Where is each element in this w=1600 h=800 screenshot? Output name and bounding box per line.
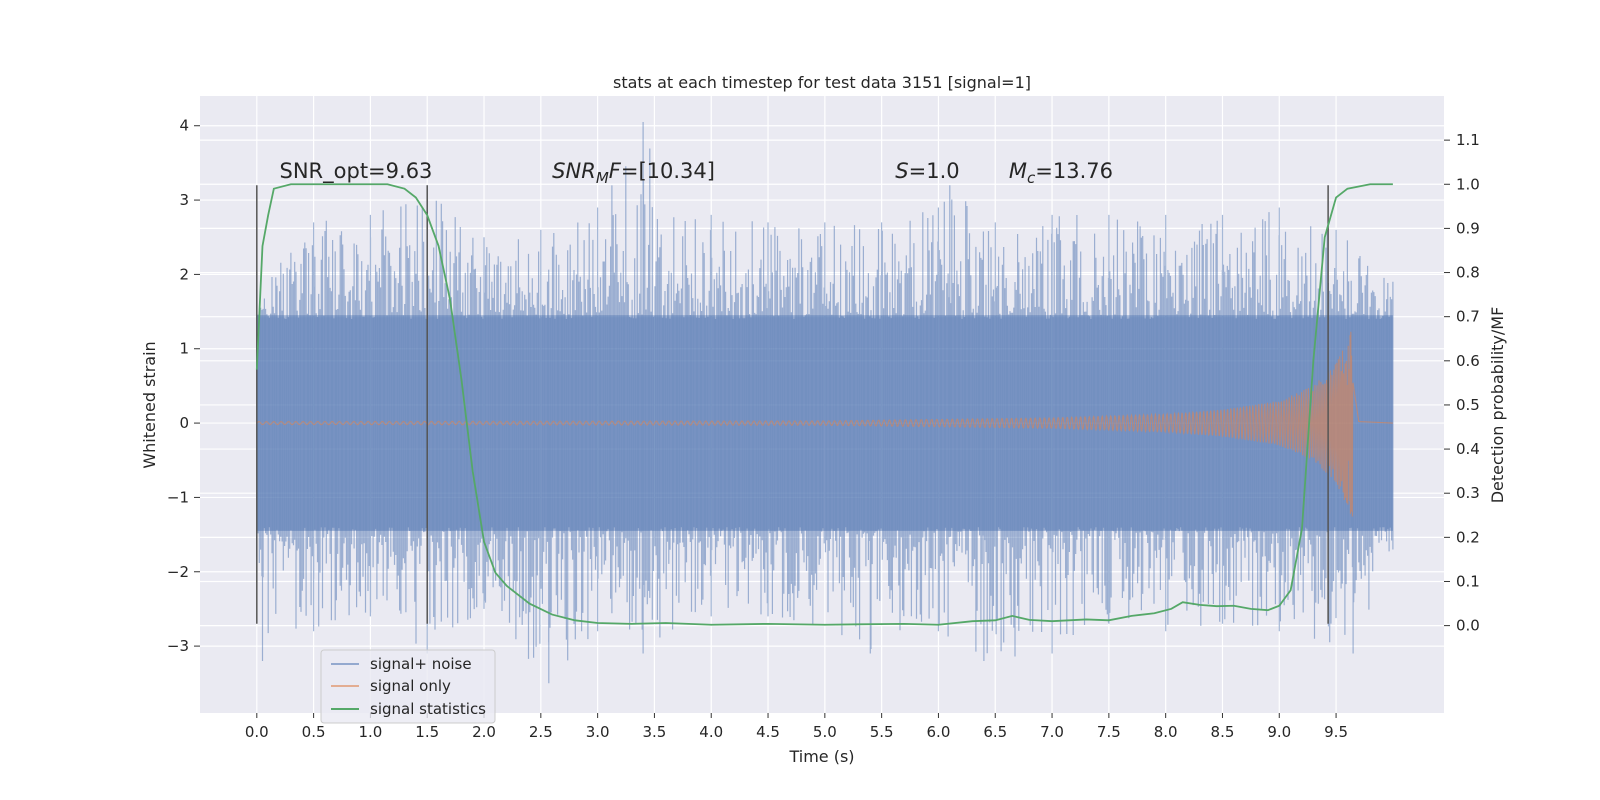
x-tick-label: 6.5	[983, 723, 1007, 741]
x-tick-label: 6.0	[927, 723, 951, 741]
x-tick-label: 3.0	[586, 723, 610, 741]
x-tick-label: 7.0	[1040, 723, 1064, 741]
y-tick-label-left: −3	[167, 637, 189, 655]
y-axis-label-right: Detection probability/MF	[1488, 307, 1507, 504]
legend-label-signal-statistics: signal statistics	[370, 700, 486, 718]
y-tick-label-right: 1.0	[1456, 175, 1480, 193]
y-tick-label-right: 0.9	[1456, 219, 1480, 237]
annotation-snr-opt: SNR_opt=9.63	[280, 159, 433, 184]
y-tick-label-right: 0.0	[1456, 617, 1480, 635]
x-axis-label: Time (s)	[788, 747, 854, 766]
y-tick-label-left: −2	[167, 563, 189, 581]
annotation-snr-mf: SNRMF=[10.34]	[552, 159, 715, 187]
x-tick-label: 3.5	[642, 723, 666, 741]
y-tick-label-right: 0.8	[1456, 264, 1480, 282]
annotation-s-value: S=1.0	[895, 159, 959, 183]
x-tick-label: 8.5	[1211, 723, 1235, 741]
x-tick-label: 4.0	[699, 723, 723, 741]
series-signal-statistics	[255, 183, 1393, 626]
y-tick-label-right: 0.7	[1456, 308, 1480, 326]
chart-title: stats at each timestep for test data 315…	[613, 73, 1031, 92]
vertical-markers	[255, 183, 1393, 626]
y-tick-label-right: 0.4	[1456, 440, 1480, 458]
y-tick-label-left: 3	[179, 191, 189, 209]
data-series	[256, 122, 1394, 684]
x-tick-label: 8.0	[1154, 723, 1178, 741]
x-tick-label: 5.5	[870, 723, 894, 741]
annotation-mc-value: Mc=13.76	[1009, 159, 1113, 187]
x-tick-label: 9.0	[1267, 723, 1291, 741]
y-tick-label-left: −1	[167, 488, 189, 506]
x-tick-label: 0.0	[245, 723, 269, 741]
y-axis-label-left: Whitened strain	[140, 341, 159, 468]
x-tick-label: 4.5	[756, 723, 780, 741]
y-tick-label-left: 0	[179, 414, 189, 432]
y-tick-label-left: 1	[179, 340, 189, 358]
legend-label-signal-noise: signal+ noise	[370, 655, 472, 673]
legend-label-signal-only: signal only	[370, 677, 451, 695]
series-signal-only	[256, 331, 1393, 517]
x-tick-label: 7.5	[1097, 723, 1121, 741]
y-tick-label-left: 2	[179, 265, 189, 283]
legend: signal+ noise signal only signal statist…	[320, 649, 496, 724]
y-tick-label-right: 0.6	[1456, 352, 1480, 370]
y-tick-label-right: 0.2	[1456, 528, 1480, 546]
axis-ticks: 0.0 0.5 1.0 1.5 2.0 2.5 3.0 3.5 4.0 4.5 5.0 5.5 6.0 6…	[167, 117, 1480, 741]
x-tick-label: 5.0	[813, 723, 837, 741]
x-tick-label: 2.5	[529, 723, 553, 741]
x-tick-label: 1.5	[415, 723, 439, 741]
legend-box	[320, 649, 496, 724]
y-tick-label-right: 0.1	[1456, 572, 1480, 590]
annotations: SNR_opt=9.63 SNRMF=[10.34] S=1.0 Mc=13.76	[280, 159, 1113, 187]
x-tick-label: 2.0	[472, 723, 496, 741]
y-tick-label-right: 0.5	[1456, 396, 1480, 414]
x-tick-label: 1.0	[358, 723, 382, 741]
y-tick-label-right: 0.3	[1456, 484, 1480, 502]
x-tick-label: 0.5	[302, 723, 326, 741]
y-tick-label-right: 1.1	[1456, 131, 1480, 149]
y-tick-label-left: 4	[179, 117, 189, 135]
x-tick-label: 9.5	[1324, 723, 1348, 741]
